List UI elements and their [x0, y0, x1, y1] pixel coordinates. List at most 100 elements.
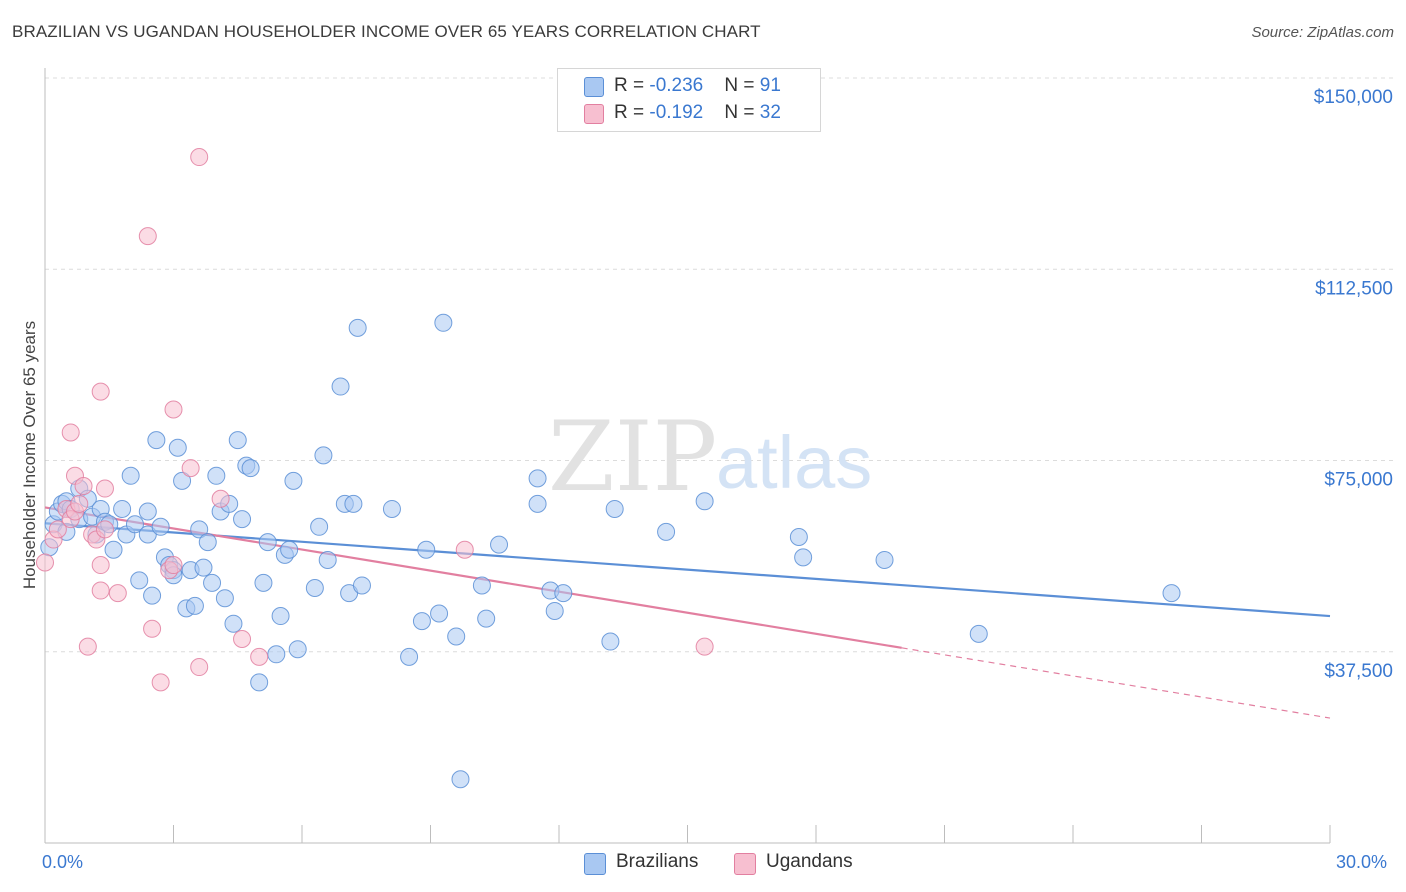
y-tick-label: $37,500 [1324, 661, 1393, 682]
bottom-legend-label-ugandans: Ugandans [766, 851, 853, 872]
ugandan-point [151, 673, 170, 692]
ugandan-point [695, 637, 714, 656]
x-tick-label-min: 0.0% [42, 852, 84, 872]
ugandan-point [190, 658, 209, 677]
data-points [36, 148, 1181, 789]
brazilian-point [168, 438, 187, 457]
brazilian-point [318, 550, 337, 569]
ugandan-point [70, 494, 89, 513]
brazilian-point [554, 584, 573, 603]
ugandan-point [36, 553, 54, 572]
brazilian-point [657, 522, 676, 541]
brazilian-point [382, 499, 401, 518]
brazilian-point [528, 469, 547, 488]
brazilian-trend-line [44, 522, 1331, 618]
ugandan-point [190, 148, 209, 167]
ugandan-point [164, 400, 183, 419]
brazilian-point [434, 313, 453, 332]
brazilian-point [545, 601, 564, 620]
brazilian-point [875, 550, 894, 569]
legend-n-value: 32 [759, 102, 781, 123]
brazilian-point [695, 492, 714, 511]
ugandan-point [91, 382, 110, 401]
trend-lines [44, 506, 1331, 719]
brazilian-point [352, 576, 371, 595]
y-tick-labels: $150,000 $112,500 $75,000 $37,500 [1314, 87, 1393, 682]
gridlines [45, 77, 1395, 653]
brazilian-point [605, 499, 624, 518]
brazilian-point [451, 770, 470, 789]
brazilian-point [601, 632, 620, 651]
ugandan-point [164, 556, 183, 575]
brazilian-point [430, 604, 449, 623]
legend-r-label: R = [614, 102, 650, 123]
brazilian-point [198, 533, 217, 552]
brazilian-point [228, 431, 247, 450]
brazilian-point [331, 377, 350, 396]
chart-title: BRAZILIAN VS UGANDAN HOUSEHOLDER INCOME … [12, 22, 761, 41]
brazilian-point [125, 515, 144, 534]
brazilian-point [258, 533, 277, 552]
legend-r-label: R = [614, 75, 650, 96]
brazilian-point [472, 576, 491, 595]
brazilian-point [190, 520, 209, 539]
brazilian-point [130, 571, 149, 590]
bottom-legend-swatch-brazilians [584, 853, 606, 875]
ugandan-point [74, 477, 93, 495]
ugandan-trend-line-extension [901, 647, 1331, 719]
watermark-atlas: atlas [716, 421, 872, 504]
ugandan-point [250, 647, 269, 666]
brazilian-point [173, 471, 192, 490]
ugandan-point [48, 520, 67, 539]
brazilian-point [314, 446, 333, 465]
y-tick-label: $75,000 [1324, 470, 1393, 491]
brazilian-point [447, 627, 466, 646]
legend-r-value: -0.236 [649, 75, 704, 96]
brazilian-point [215, 589, 234, 608]
brazilian-point [241, 459, 260, 478]
ugandan-point [233, 630, 252, 648]
brazilian-point [121, 466, 140, 485]
brazilian-point [224, 614, 243, 633]
ugandan-point [455, 540, 474, 559]
brazilian-point [400, 647, 419, 666]
ugandan-point [91, 581, 110, 600]
brazilian-point [794, 548, 813, 567]
brazilian-point [477, 609, 496, 628]
brazilian-point [267, 645, 286, 664]
brazilian-point [789, 528, 808, 546]
brazilian-point [528, 494, 547, 513]
x-tick-label-max: 30.0% [1336, 852, 1388, 872]
ugandan-point [61, 423, 80, 442]
brazilian-point [969, 624, 988, 643]
brazilian-point [254, 573, 273, 592]
watermark: ZIP atlas [548, 401, 872, 513]
source-label: Source: ZipAtlas.com [1251, 24, 1394, 41]
brazilian-point [1162, 584, 1181, 603]
brazilian-point [104, 540, 123, 559]
ugandan-point [143, 619, 162, 638]
brazilian-point [185, 596, 204, 615]
ugandan-trend-line [44, 506, 902, 649]
y-axis-label: Householder Income Over 65 years [20, 320, 39, 590]
brazilian-point [143, 586, 162, 605]
brazilian-point [280, 540, 299, 559]
brazilian-point [490, 535, 509, 554]
brazilian-point [138, 502, 157, 521]
ugandan-point [108, 584, 127, 603]
ugandan-point [95, 520, 114, 539]
bottom-legend-swatch-ugandans [734, 853, 756, 875]
brazilian-point [348, 318, 367, 337]
brazilian-point [151, 517, 170, 536]
y-tick-label: $150,000 [1314, 87, 1393, 108]
brazilian-point [203, 573, 222, 592]
legend-n-value: 91 [759, 75, 781, 96]
brazilian-point [147, 431, 166, 450]
legend-swatch-brazilians [584, 77, 604, 97]
brazilian-point [113, 499, 132, 518]
brazilian-point [305, 579, 324, 597]
ugandan-point [95, 479, 114, 498]
brazilian-point [194, 558, 213, 577]
ugandan-point [78, 637, 97, 656]
